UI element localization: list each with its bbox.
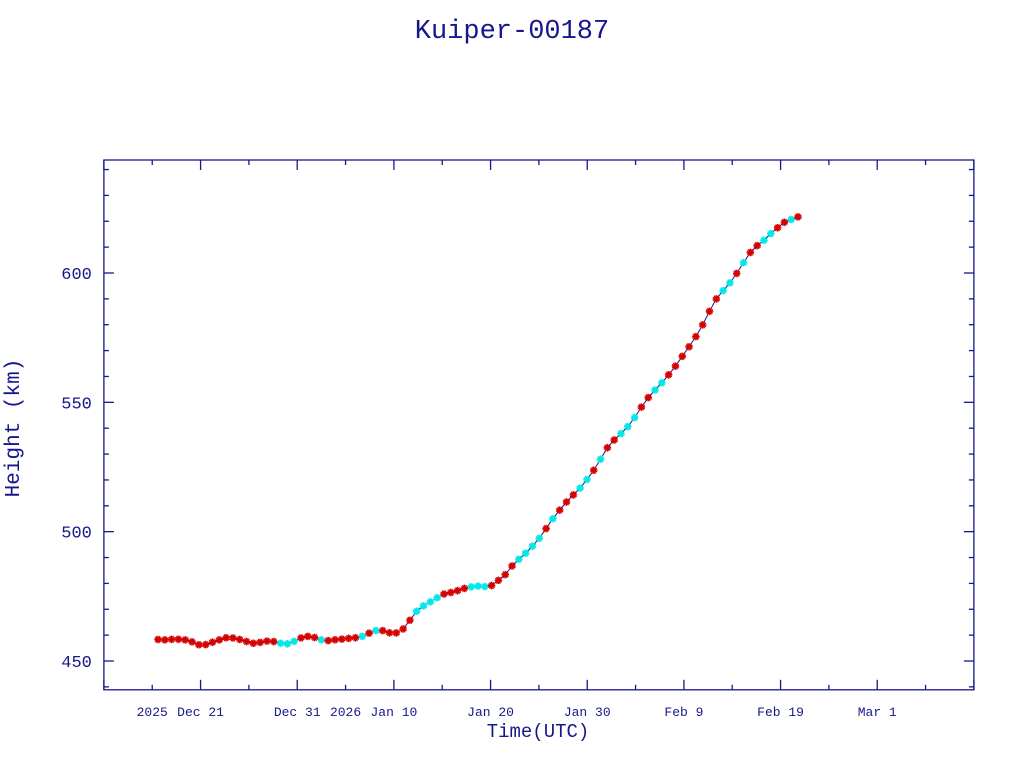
svg-text:Time(UTC): Time(UTC) xyxy=(487,721,590,743)
svg-text:Kuiper-00187: Kuiper-00187 xyxy=(415,17,609,47)
svg-text:Height (km): Height (km) xyxy=(3,359,26,498)
svg-text:Feb 19: Feb 19 xyxy=(757,705,804,720)
svg-text:Dec 21: Dec 21 xyxy=(177,705,224,720)
svg-text:Dec 31: Dec 31 xyxy=(274,705,321,720)
svg-text:Mar 1: Mar 1 xyxy=(858,705,897,720)
svg-text:Jan 10: Jan 10 xyxy=(370,705,417,720)
svg-text:450: 450 xyxy=(61,654,92,673)
svg-text:600: 600 xyxy=(61,266,92,285)
svg-text:Jan 30: Jan 30 xyxy=(564,705,611,720)
svg-text:2026: 2026 xyxy=(330,705,361,720)
svg-text:Jan 20: Jan 20 xyxy=(467,705,514,720)
svg-text:2025: 2025 xyxy=(137,705,168,720)
svg-text:Feb 9: Feb 9 xyxy=(664,705,703,720)
svg-text:500: 500 xyxy=(61,525,92,544)
svg-text:550: 550 xyxy=(61,395,92,414)
